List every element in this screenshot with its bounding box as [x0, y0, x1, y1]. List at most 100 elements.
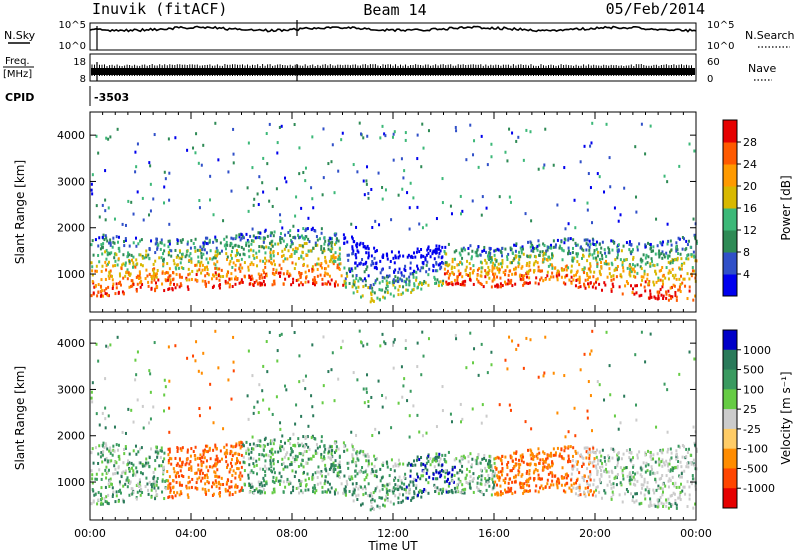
- velocity-cell: [435, 455, 438, 459]
- power-cell: [263, 236, 266, 240]
- power-cell: [325, 282, 328, 286]
- power-cell: [168, 242, 171, 246]
- velocity-cell: [567, 430, 570, 434]
- velocity-cell: [546, 478, 549, 482]
- power-cell: [420, 254, 423, 258]
- power-cell: [649, 242, 652, 246]
- velocity-cell: [500, 459, 503, 463]
- velocity-cell: [104, 500, 107, 504]
- power-cell: [546, 248, 549, 252]
- power-cell: [258, 245, 261, 249]
- power-cell: [148, 248, 151, 252]
- velocity-cell: [234, 451, 237, 455]
- velocity-cell: [245, 449, 248, 453]
- power-cell: [644, 245, 647, 249]
- power-cell: [327, 247, 330, 251]
- power-cell: [185, 278, 188, 282]
- power-cell: [667, 271, 670, 275]
- power-cell: [224, 279, 227, 283]
- power-cell: [567, 246, 570, 250]
- velocity-cell: [383, 504, 386, 508]
- power-cell: [103, 238, 106, 242]
- power-cell: [141, 256, 144, 260]
- power-cell: [466, 259, 469, 263]
- power-cell: [458, 273, 461, 277]
- velocity-cell: [378, 506, 381, 510]
- power-cell: [575, 252, 578, 256]
- velocity-cell: [262, 467, 265, 471]
- power-cell: [508, 127, 511, 131]
- power-cell: [371, 226, 374, 230]
- power-cell: [276, 141, 279, 145]
- velocity-cell: [250, 450, 253, 454]
- velocity-cell: [501, 466, 504, 470]
- colorbar-swatch: [723, 230, 737, 253]
- velocity-cell: [605, 330, 608, 334]
- power-cell: [563, 166, 566, 170]
- power-cell: [422, 146, 425, 150]
- velocity-cell: [553, 474, 556, 478]
- velocity-cell: [600, 496, 603, 500]
- velocity-cell: [692, 506, 695, 510]
- power-cell: [209, 198, 212, 202]
- velocity-cell: [462, 454, 465, 458]
- velocity-cell: [217, 366, 220, 370]
- power-cell: [656, 244, 659, 248]
- velocity-cell: [532, 457, 535, 461]
- velocity-cell: [647, 449, 650, 453]
- power-cell: [628, 248, 631, 252]
- velocity-cell: [330, 368, 333, 372]
- velocity-cell: [526, 462, 529, 466]
- power-cell: [130, 284, 133, 288]
- power-cell: [394, 268, 397, 272]
- velocity-cell: [524, 420, 527, 424]
- velocity-cell: [297, 441, 300, 445]
- power-cell: [564, 265, 567, 269]
- power-cell: [293, 267, 296, 271]
- power-cell: [261, 276, 264, 280]
- velocity-cell: [490, 466, 493, 470]
- velocity-cell: [568, 486, 571, 490]
- power-cell: [413, 284, 416, 288]
- velocity-cell: [384, 342, 387, 346]
- power-cell: [589, 270, 592, 274]
- velocity-cell: [545, 457, 548, 461]
- velocity-cell: [555, 480, 558, 484]
- power-cell: [552, 245, 555, 249]
- velocity-cell: [293, 458, 296, 462]
- velocity-cell: [666, 462, 669, 466]
- power-cell: [138, 253, 141, 257]
- power-cell: [581, 267, 584, 271]
- velocity-cell: [119, 488, 122, 492]
- power-cell: [563, 241, 566, 245]
- velocity-cell: [534, 467, 537, 471]
- power-cell: [476, 268, 479, 272]
- velocity-cell: [117, 499, 120, 503]
- velocity-cell: [170, 457, 173, 461]
- velocity-cell: [671, 503, 674, 507]
- power-cell: [152, 269, 155, 273]
- power-cell: [98, 236, 101, 240]
- power-cell: [152, 262, 155, 266]
- velocity-cell: [180, 465, 183, 469]
- velocity-cell: [453, 474, 456, 478]
- velocity-cell: [668, 462, 671, 466]
- velocity-cell: [172, 467, 175, 471]
- velocity-cell: [364, 454, 367, 458]
- velocity-cell: [522, 491, 525, 495]
- velocity-cell: [271, 479, 274, 483]
- velocity-cell: [90, 390, 93, 394]
- velocity-cell: [322, 335, 325, 339]
- velocity-cell: [519, 481, 522, 485]
- power-cell: [381, 185, 384, 189]
- velocity-cell: [94, 492, 97, 496]
- velocity-cell: [285, 388, 288, 392]
- power-cell: [444, 261, 447, 265]
- power-cell: [153, 276, 156, 280]
- power-cell: [264, 256, 267, 260]
- power-cell: [448, 273, 451, 277]
- velocity-cell: [586, 490, 589, 494]
- velocity-cell: [351, 443, 354, 447]
- velocity-cell: [199, 453, 202, 457]
- power-cell: [573, 198, 576, 202]
